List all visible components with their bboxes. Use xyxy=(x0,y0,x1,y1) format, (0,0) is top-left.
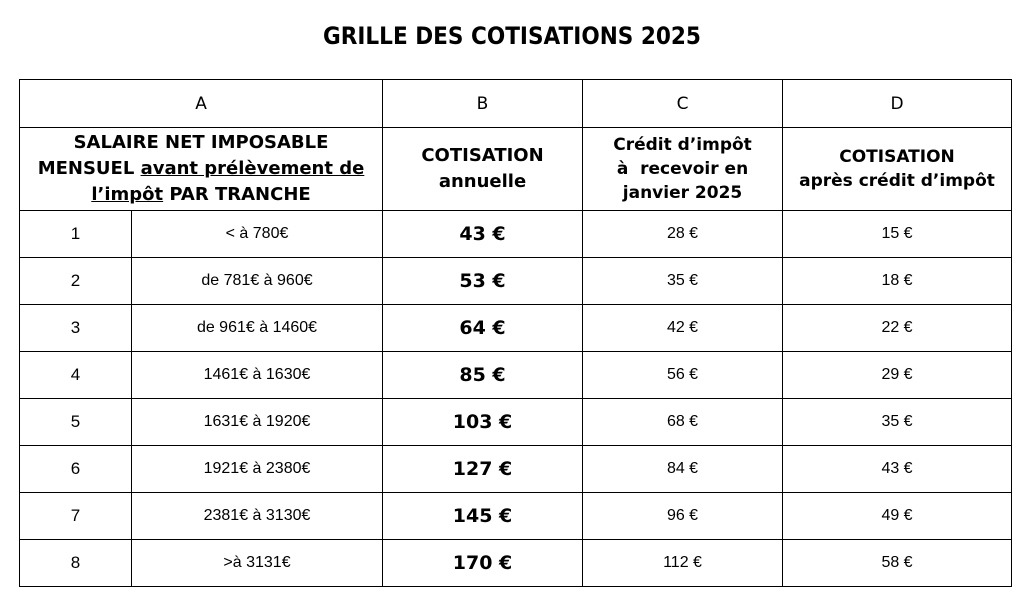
tranche-number: 3 xyxy=(19,304,132,352)
header-apres-credit: COTISATION après crédit d’impôt xyxy=(782,127,1013,211)
cotisation-value: 103 € xyxy=(382,398,584,446)
tranche-number: 5 xyxy=(19,398,132,446)
header-apres-line2: après crédit d’impôt xyxy=(799,171,995,191)
column-letter-d: D xyxy=(782,79,1013,128)
credit-value: 56 € xyxy=(582,351,784,399)
credit-value: 68 € xyxy=(582,398,784,446)
apres-credit-value: 58 € xyxy=(782,539,1013,587)
table-row: 2 de 781€ à 960€ 53 € 35 € 18 € xyxy=(19,257,1013,305)
cotisations-table: A B C D SALAIRE NET IMPOSABLE MENSUEL av… xyxy=(18,79,1013,587)
cotisation-value: 170 € xyxy=(382,539,584,587)
salary-range: de 961€ à 1460€ xyxy=(130,304,384,352)
header-credit: Crédit d’impôt à recevoir en janvier 202… xyxy=(582,127,784,211)
credit-value: 112 € xyxy=(582,539,784,587)
header-cotisation-line2: annuelle xyxy=(438,171,527,192)
header-salaire-line3-underlined: l’impôt xyxy=(91,184,164,205)
salary-range: de 781€ à 960€ xyxy=(130,257,384,305)
column-letter-b: B xyxy=(382,79,584,128)
table-row: 1 < à 780€ 43 € 28 € 15 € xyxy=(19,210,1013,258)
tranche-number: 1 xyxy=(19,210,132,258)
header-salaire: SALAIRE NET IMPOSABLE MENSUEL avant prél… xyxy=(18,127,384,211)
cotisation-value: 53 € xyxy=(382,257,584,305)
tranche-number: 7 xyxy=(19,492,132,540)
table-row: 8 >à 3131€ 170 € 112 € 58 € xyxy=(19,539,1013,587)
cotisation-value: 85 € xyxy=(382,351,584,399)
salary-range: 2381€ à 3130€ xyxy=(130,492,384,540)
apres-credit-value: 22 € xyxy=(782,304,1013,352)
credit-value: 35 € xyxy=(582,257,784,305)
page-title: GRILLE DES COTISATIONS 2025 xyxy=(323,22,701,50)
table-row: 7 2381€ à 3130€ 145 € 96 € 49 € xyxy=(19,492,1013,540)
apres-credit-value: 35 € xyxy=(782,398,1013,446)
header-cotisation-line1: COTISATION xyxy=(421,145,544,166)
tranche-number: 2 xyxy=(19,257,132,305)
salary-range: 1921€ à 2380€ xyxy=(130,445,384,493)
table-row: 5 1631€ à 1920€ 103 € 68 € 35 € xyxy=(19,398,1013,446)
header-apres-line1: COTISATION xyxy=(839,147,955,167)
header-credit-line3: janvier 2025 xyxy=(622,183,743,203)
header-cotisation: COTISATION annuelle xyxy=(382,127,584,211)
credit-value: 28 € xyxy=(582,210,784,258)
column-letter-c: C xyxy=(582,79,784,128)
apres-credit-value: 29 € xyxy=(782,351,1013,399)
apres-credit-value: 15 € xyxy=(782,210,1013,258)
salary-range: 1461€ à 1630€ xyxy=(130,351,384,399)
header-salaire-line2-underlined: avant prélèvement de xyxy=(140,158,365,179)
header-salaire-line3-post: PAR TRANCHE xyxy=(163,184,311,205)
table-row: 4 1461€ à 1630€ 85 € 56 € 29 € xyxy=(19,351,1013,399)
cotisation-value: 145 € xyxy=(382,492,584,540)
table-row: 3 de 961€ à 1460€ 64 € 42 € 22 € xyxy=(19,304,1013,352)
header-salaire-line1: SALAIRE NET IMPOSABLE xyxy=(73,132,329,153)
salary-range: 1631€ à 1920€ xyxy=(130,398,384,446)
salary-range: >à 3131€ xyxy=(130,539,384,587)
column-letter-a: A xyxy=(18,79,384,128)
credit-value: 42 € xyxy=(582,304,784,352)
table-row: 6 1921€ à 2380€ 127 € 84 € 43 € xyxy=(19,445,1013,493)
column-letters-row: A B C D xyxy=(18,79,1013,128)
header-credit-line2: à recevoir en xyxy=(616,159,749,179)
apres-credit-value: 43 € xyxy=(782,445,1013,493)
credit-value: 84 € xyxy=(582,445,784,493)
credit-value: 96 € xyxy=(582,492,784,540)
tranche-number: 6 xyxy=(19,445,132,493)
tranche-number: 4 xyxy=(19,351,132,399)
tranche-number: 8 xyxy=(19,539,132,587)
cotisation-value: 43 € xyxy=(382,210,584,258)
header-credit-line1: Crédit d’impôt xyxy=(613,135,752,155)
cotisation-value: 127 € xyxy=(382,445,584,493)
salary-range: < à 780€ xyxy=(130,210,384,258)
apres-credit-value: 49 € xyxy=(782,492,1013,540)
apres-credit-value: 18 € xyxy=(782,257,1013,305)
header-row: SALAIRE NET IMPOSABLE MENSUEL avant prél… xyxy=(18,127,1013,211)
header-salaire-line2-pre: MENSUEL xyxy=(37,158,141,179)
cotisation-value: 64 € xyxy=(382,304,584,352)
